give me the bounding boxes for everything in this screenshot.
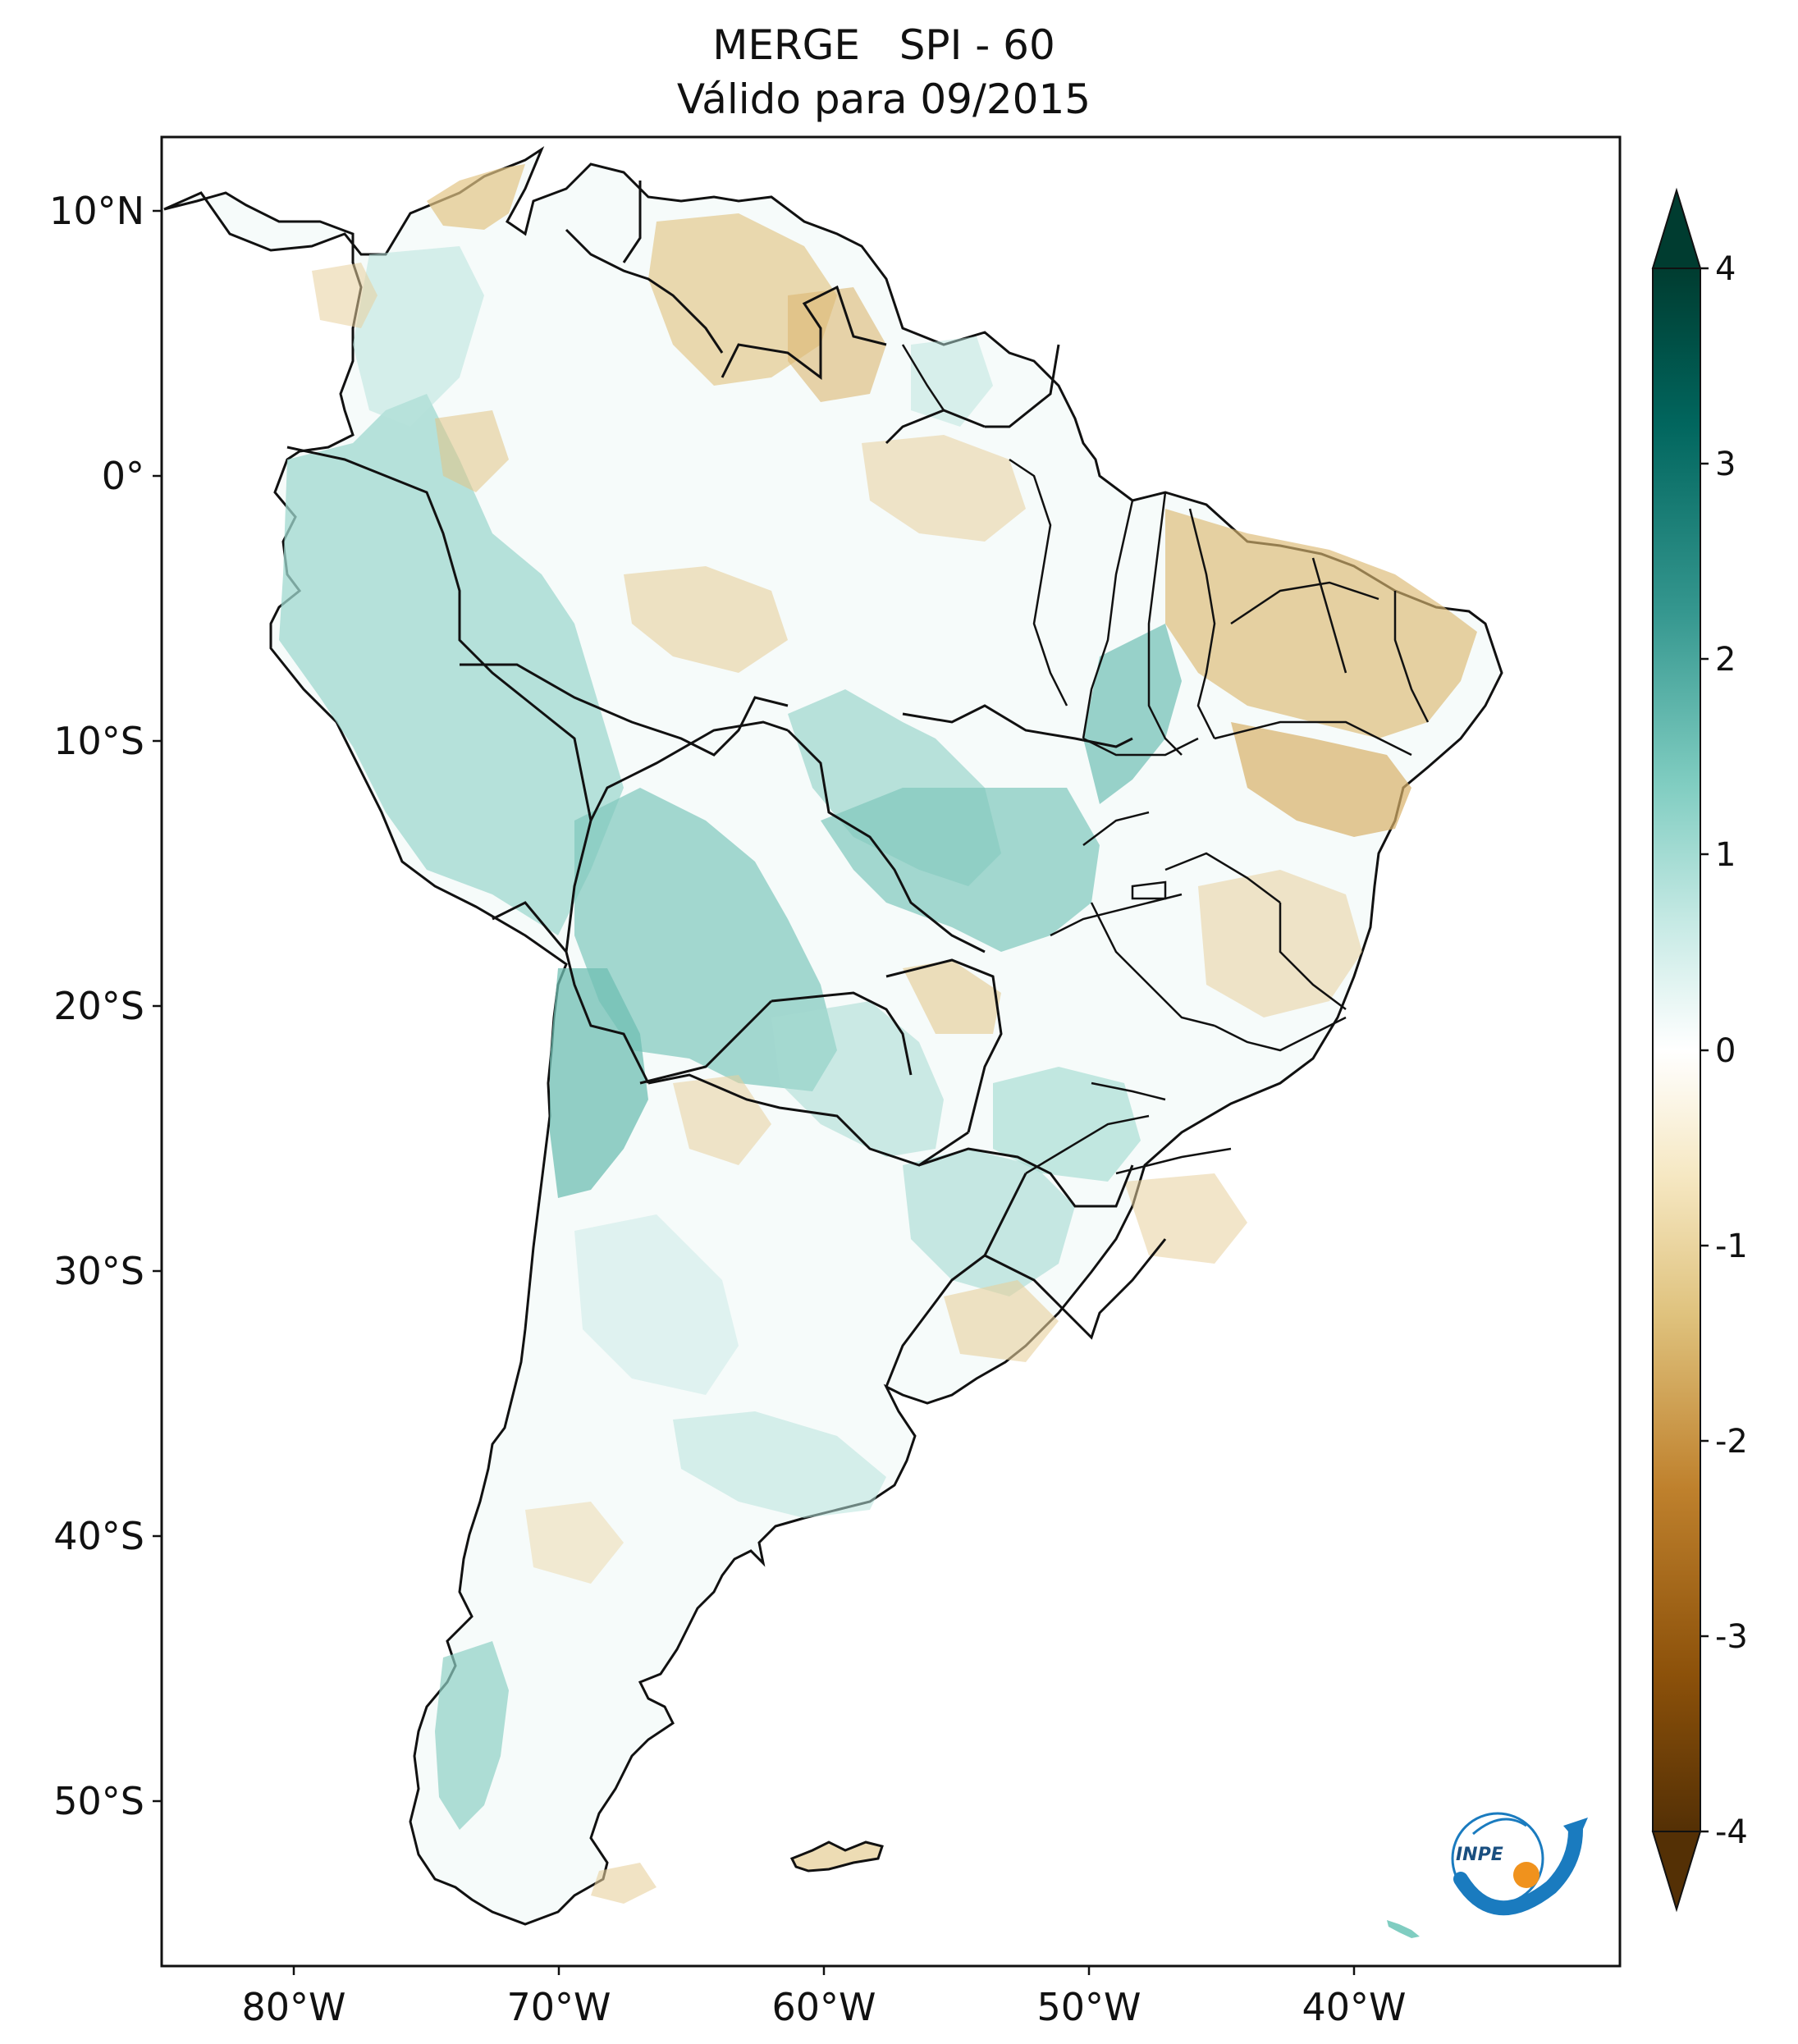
colorbar-tick-label: 2	[1715, 641, 1736, 679]
lat-tick-label: 40°S	[53, 1514, 144, 1558]
colorbar-tick-label: 4	[1715, 250, 1736, 288]
falkland-islands	[789, 1841, 884, 1873]
colorbar-tick-label: -3	[1715, 1618, 1748, 1656]
lon-tick-label: 40°W	[1302, 1985, 1406, 2029]
country-borders	[286, 181, 1167, 1388]
lat-tick-label: 20°S	[53, 984, 144, 1028]
colorbar-gradient	[1652, 268, 1701, 1832]
lat-tick-label: 30°S	[53, 1249, 144, 1293]
colorbar-bottom-extend	[1651, 1831, 1702, 1913]
colorbar-top-extend	[1651, 187, 1702, 269]
map-title-line2: Válido para 09/2015	[677, 75, 1091, 123]
lat-tick-label: 10°N	[49, 189, 144, 233]
lat-tick-label: 0°	[102, 454, 144, 498]
lon-tick-label: 80°W	[241, 1985, 345, 2029]
colorbar-tick-label: 1	[1715, 836, 1736, 874]
lon-tick-label: 70°W	[506, 1985, 611, 2029]
spi-field	[163, 146, 1503, 1926]
map-title-line1: MERGE SPI - 60	[712, 21, 1055, 69]
map-frame	[160, 135, 1622, 1968]
lat-tick-labels: 10°N 0° 10°S 20°S 30°S 40°S 50°S	[49, 189, 162, 1823]
lon-tick-label: 50°W	[1036, 1985, 1141, 2029]
colorbar: 4 3 2 1 0 -1 -2 -3 -4	[1651, 187, 1748, 1913]
map-area	[162, 137, 1620, 1966]
colorbar-tick-label: -4	[1715, 1813, 1748, 1851]
lat-tick-label: 10°S	[53, 719, 144, 763]
colorbar-tick-label: -1	[1715, 1228, 1748, 1265]
south-georgia	[1387, 1920, 1420, 1938]
lon-tick-labels: 80°W 70°W 60°W 50°W 40°W	[241, 1966, 1407, 2029]
colorbar-tick-label: -2	[1715, 1423, 1748, 1461]
colorbar-tick-label: 0	[1715, 1032, 1736, 1070]
inpe-logo: INPE	[1451, 1812, 1588, 1916]
state-borders	[901, 344, 1430, 1175]
colorbar-tick-label: 3	[1715, 446, 1736, 483]
lat-tick-label: 50°S	[53, 1779, 144, 1823]
lon-tick-label: 60°W	[771, 1985, 876, 2029]
inpe-logo-text: INPE	[1456, 1845, 1503, 1865]
